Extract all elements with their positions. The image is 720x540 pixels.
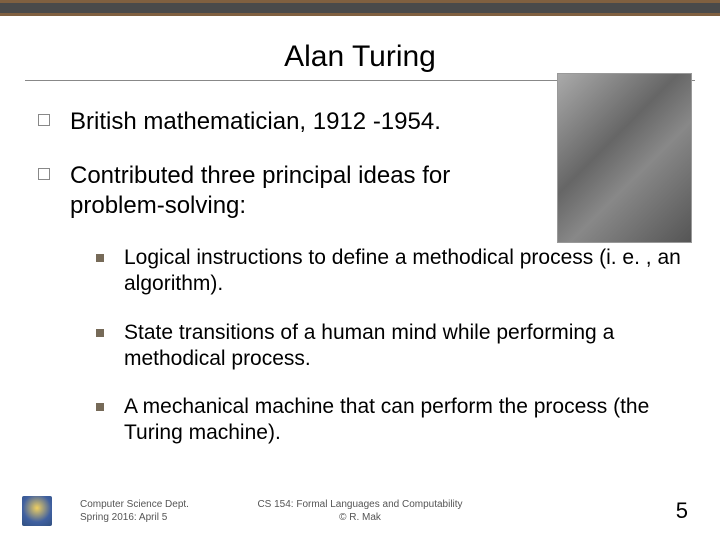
main-bullet-text: Contributed three principal ideas for pr…: [70, 161, 500, 221]
footer-left: Computer Science Dept. Spring 2016: Apri…: [80, 498, 189, 524]
filled-square-bullet-icon: [96, 254, 104, 262]
footer-center: CS 154: Formal Languages and Computabili…: [257, 498, 462, 524]
list-item: State transitions of a human mind while …: [96, 320, 682, 373]
footer-date: Spring 2016: April 5: [80, 511, 189, 524]
sub-bullet-text: Logical instructions to define a methodi…: [124, 245, 682, 298]
top-accent-bar: [0, 0, 720, 16]
list-item: A mechanical machine that can perform th…: [96, 394, 682, 447]
sub-bullet-text: A mechanical machine that can perform th…: [124, 394, 682, 447]
sub-bullet-list: Logical instructions to define a methodi…: [96, 245, 682, 447]
footer-copyright: © R. Mak: [257, 511, 462, 524]
list-item: Logical instructions to define a methodi…: [96, 245, 682, 298]
sub-bullet-text: State transitions of a human mind while …: [124, 320, 682, 373]
slide-footer: Computer Science Dept. Spring 2016: Apri…: [0, 492, 720, 530]
filled-square-bullet-icon: [96, 329, 104, 337]
open-square-bullet-icon: [38, 168, 50, 180]
slide-title: Alan Turing: [0, 40, 720, 74]
university-logo-icon: [22, 496, 52, 526]
page-number: 5: [676, 498, 688, 524]
main-bullet-text: British mathematician, 1912 -1954.: [70, 107, 441, 137]
content-area: British mathematician, 1912 -1954. Contr…: [0, 87, 720, 447]
footer-dept: Computer Science Dept.: [80, 498, 189, 511]
filled-square-bullet-icon: [96, 403, 104, 411]
turing-portrait: [557, 73, 692, 243]
footer-course: CS 154: Formal Languages and Computabili…: [257, 498, 462, 511]
open-square-bullet-icon: [38, 114, 50, 126]
